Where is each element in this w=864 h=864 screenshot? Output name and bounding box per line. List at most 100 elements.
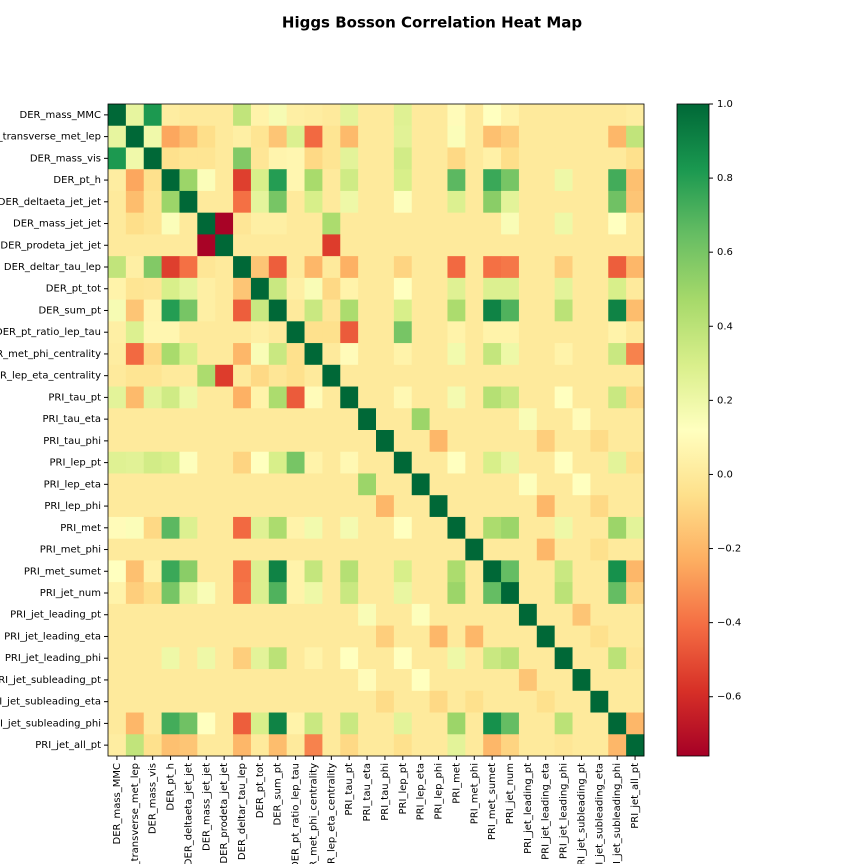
heat-cell [125,538,145,561]
heat-cell [590,364,609,387]
heat-cell [590,538,609,561]
x-tick-label: PRI_met_phi [469,763,480,824]
heat-cell [501,277,520,300]
heat-cell [340,321,359,344]
heat-cell [483,343,502,366]
heat-cell [554,343,573,366]
heat-cell [250,147,270,170]
heat-cell [483,734,502,757]
heat-cell [161,125,180,148]
heat-cell [572,712,591,735]
heat-cell [429,690,448,713]
heat-cell [233,408,252,431]
heat-cell [179,343,198,366]
y-tick-label: DER_deltar_tau_lep [4,262,101,273]
heat-cell [501,538,520,561]
heat-cell [108,647,127,670]
heat-cell [501,256,520,279]
heat-cell [465,538,484,561]
heat-cell [376,625,395,648]
heat-cell [358,603,377,626]
heat-cell [322,321,341,344]
heat-cell [518,473,538,496]
heat-cell [554,234,573,257]
heat-cell [340,734,359,757]
heat-cell [340,538,359,561]
heat-cell [197,473,216,496]
heat-cell [340,408,359,431]
heat-cell [125,451,145,474]
heat-cell [197,321,216,344]
heat-cell [215,625,234,648]
heat-cell [108,147,127,170]
heat-cell [108,321,127,344]
heat-cell [554,147,573,170]
heat-cell [161,256,180,279]
heat-cell [268,603,288,626]
heat-cell [268,560,288,583]
heat-cell [393,516,413,540]
heat-cell [393,190,413,214]
heat-cell [554,560,573,583]
heat-cell [483,560,502,583]
heat-cell [429,386,448,409]
heat-cell [304,690,323,713]
heat-cell [108,582,127,605]
y-tick-label: PRI_jet_leading_phi [5,653,101,664]
heat-cell [429,560,448,583]
heat-cell [322,408,341,431]
heat-cell [518,234,538,257]
y-tick-label: DER_mass_transverse_met_lep [0,132,101,143]
heat-cell [572,625,591,648]
heat-cell [322,386,341,409]
heat-cell [447,690,466,713]
heat-cell [215,560,234,583]
x-tick-label: PRI_tau_phi [380,763,391,821]
heat-cell [304,104,323,127]
heat-cell [304,734,323,757]
heat-cell [161,560,180,583]
heat-cell [340,343,359,366]
heat-cell [179,625,198,648]
heat-cell [501,364,520,387]
y-tick-label: PRI_jet_num [40,588,101,599]
heat-cell [411,451,430,474]
heat-cell [483,147,502,170]
colorbar-tick-label: −0.2 [717,544,741,555]
heat-cell [161,516,180,540]
heat-cell [304,212,323,235]
heat-cell [108,104,127,127]
heat-cell [108,538,127,561]
heat-cell [215,212,234,235]
y-tick-label: DER_met_phi_centrality [0,349,101,360]
heat-cell [483,299,502,322]
x-tick-label: DER_deltaeta_jet_jet [183,763,194,864]
heat-cell [590,169,609,192]
heat-cell [411,169,430,192]
heat-cell [286,669,305,692]
heat-cell [590,190,609,214]
heat-cell [179,277,198,300]
heat-cell [429,495,448,518]
heat-cell [268,516,288,540]
heat-cell [250,364,270,387]
x-tick-label: PRI_jet_leading_phi [559,763,570,859]
heat-cell [608,277,627,300]
heat-cell [143,364,162,387]
heat-cell [518,451,538,474]
heat-cell [161,364,180,387]
y-tick-label: DER_pt_h [53,175,101,186]
heat-cell [268,190,288,214]
heat-cell [626,408,645,431]
heat-cell [554,104,573,127]
heat-cell [125,582,145,605]
heat-cell [411,343,430,366]
heat-cell [161,212,180,235]
heat-cell [268,473,288,496]
heat-cell [518,625,538,648]
heat-cell [161,451,180,474]
heat-cell [554,321,573,344]
heat-cell [143,256,162,279]
heat-cell [626,430,645,453]
heat-cell [161,408,180,431]
